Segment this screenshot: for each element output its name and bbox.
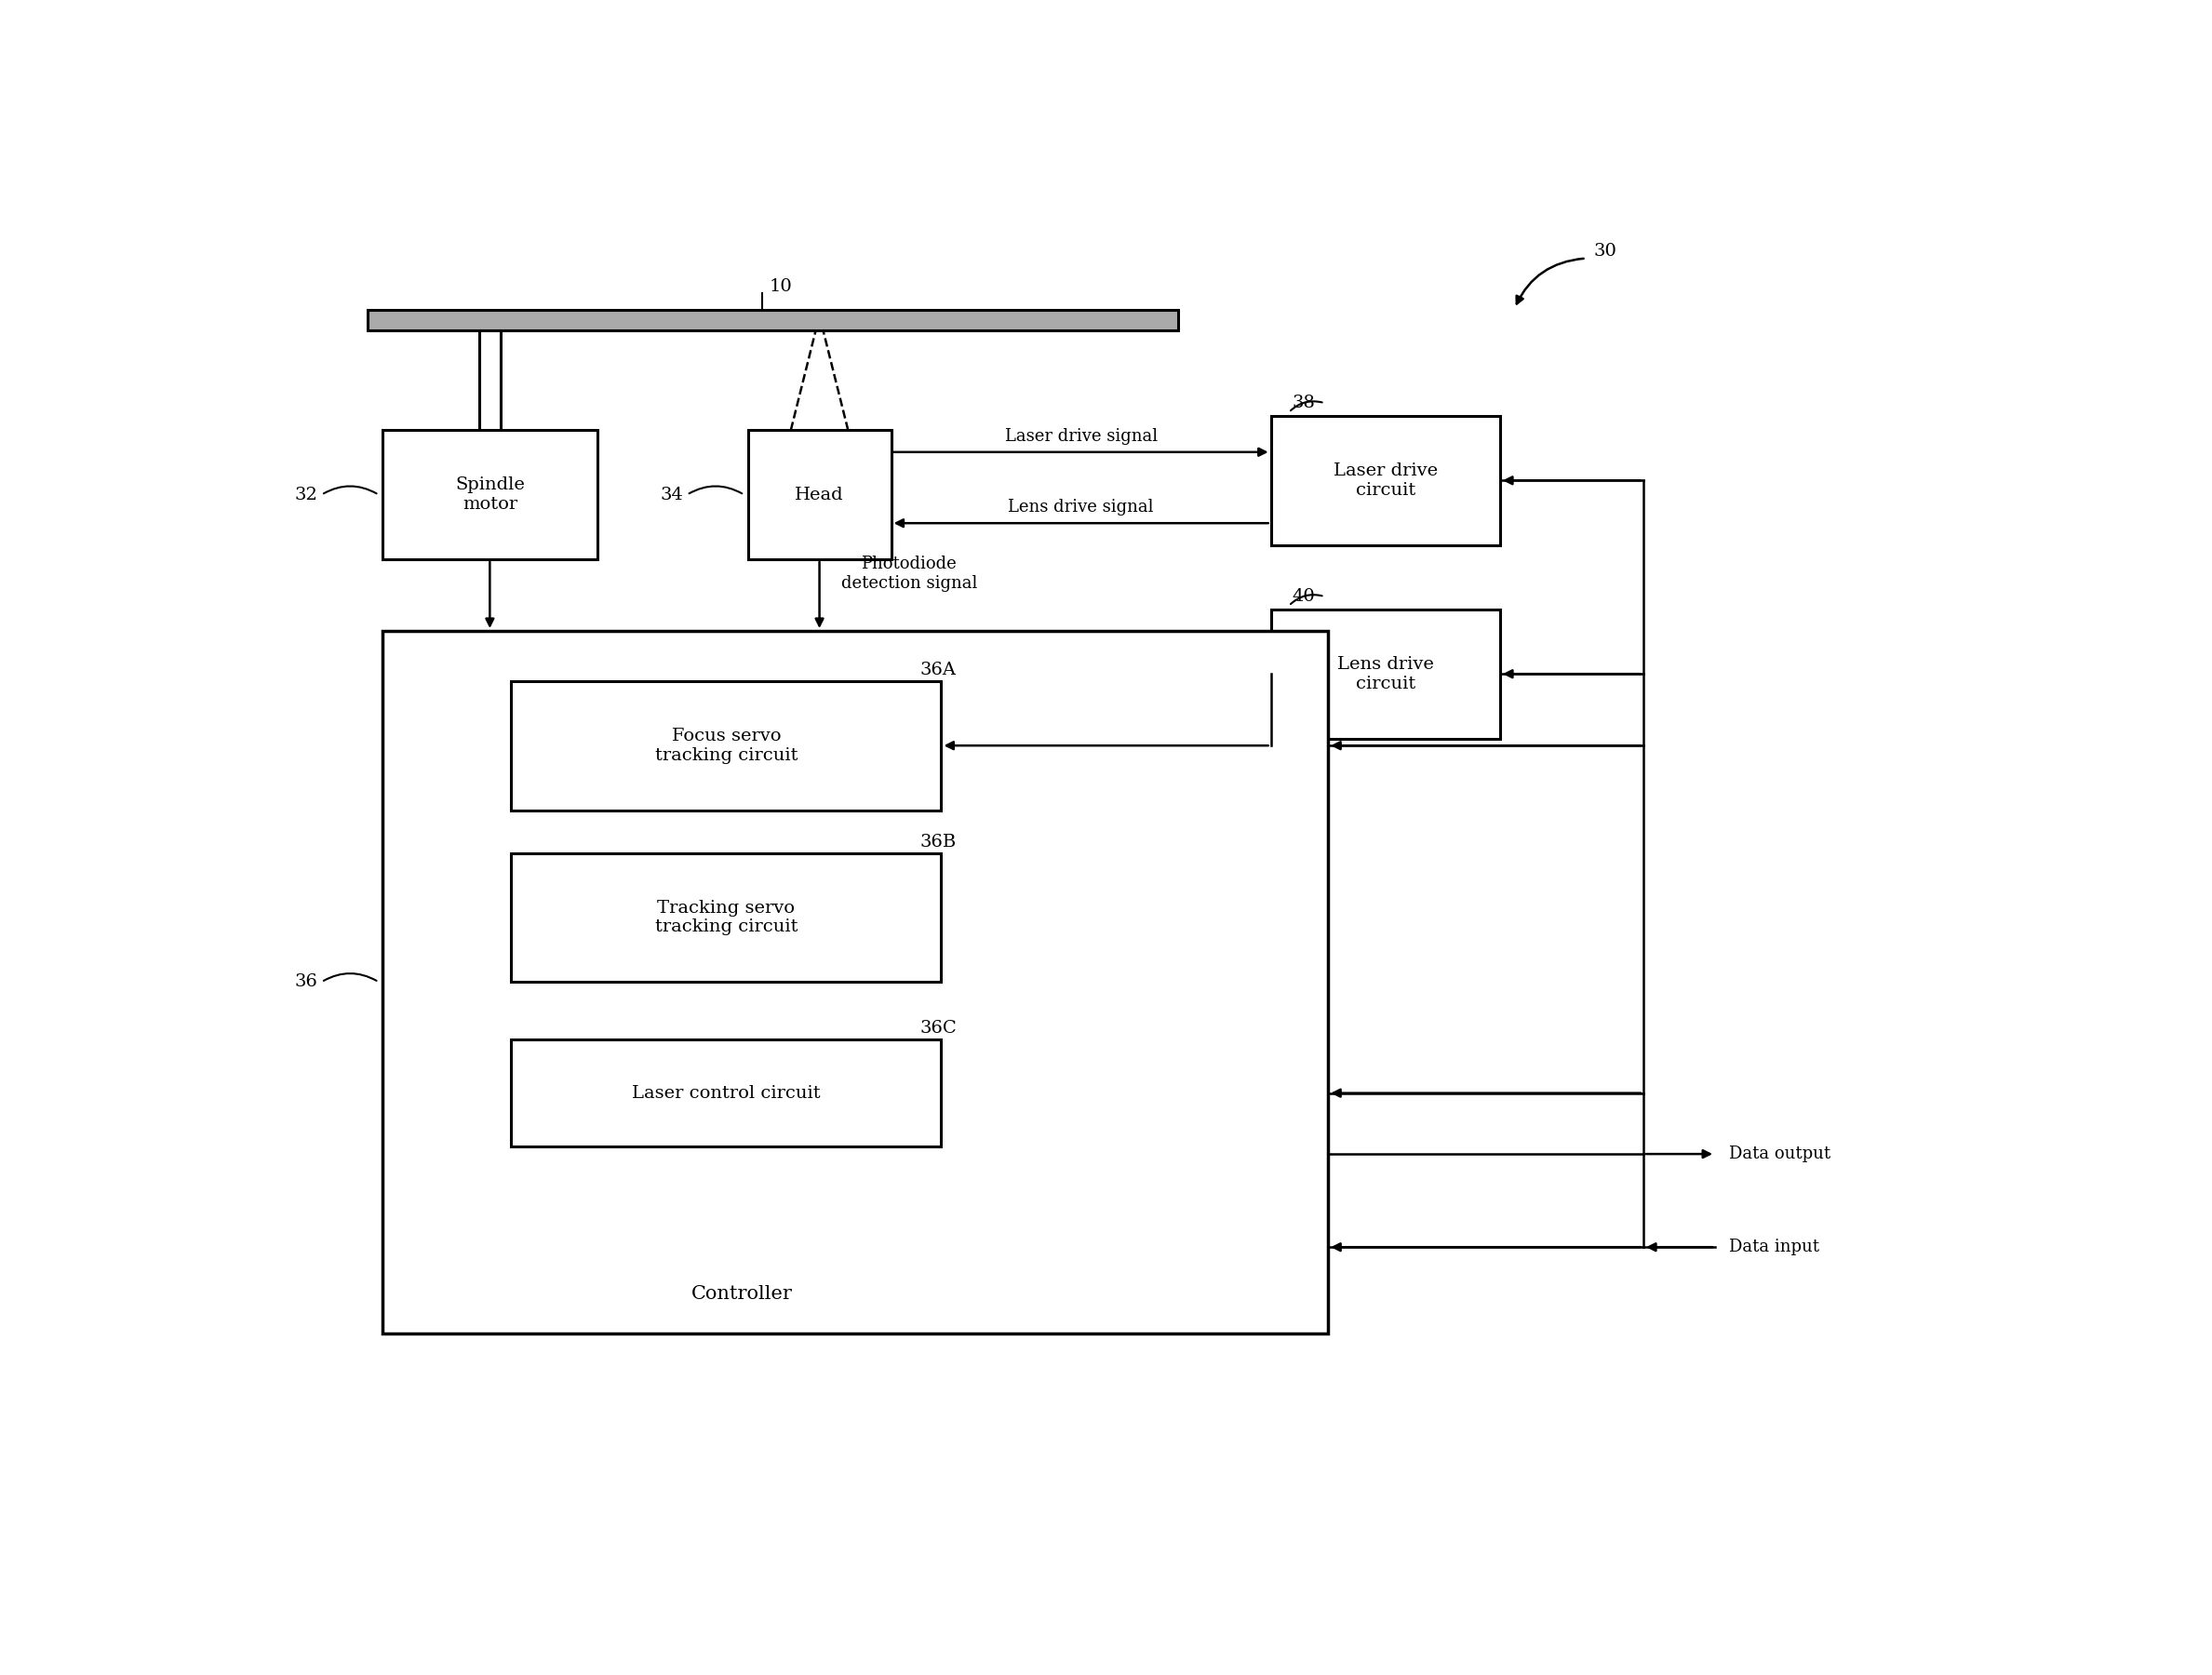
- Text: Focus servo
tracking circuit: Focus servo tracking circuit: [655, 727, 799, 764]
- Text: 36: 36: [294, 973, 319, 990]
- Text: 36A: 36A: [920, 662, 956, 678]
- Text: Lens drive signal: Lens drive signal: [1009, 499, 1155, 516]
- Text: 36C: 36C: [920, 1020, 958, 1037]
- Text: 10: 10: [770, 278, 792, 295]
- Text: Laser drive signal: Laser drive signal: [1004, 427, 1157, 444]
- Text: Laser drive
circuit: Laser drive circuit: [1334, 462, 1438, 499]
- Text: Controller: Controller: [690, 1285, 792, 1303]
- Text: 34: 34: [659, 486, 684, 502]
- Text: Data output: Data output: [1730, 1146, 1832, 1162]
- Bar: [748, 430, 891, 559]
- Text: 32: 32: [294, 486, 319, 502]
- Text: 36B: 36B: [920, 834, 956, 851]
- Text: 30: 30: [1593, 243, 1617, 260]
- Bar: [511, 682, 942, 811]
- Text: 38: 38: [1292, 395, 1316, 412]
- Text: 40: 40: [1292, 588, 1316, 605]
- Text: Lens drive
circuit: Lens drive circuit: [1338, 657, 1433, 692]
- Text: Spindle
motor: Spindle motor: [456, 477, 524, 513]
- Text: Head: Head: [794, 486, 845, 502]
- Bar: [383, 430, 597, 559]
- Bar: [1272, 415, 1500, 544]
- Text: Photodiode
detection signal: Photodiode detection signal: [841, 556, 978, 591]
- Bar: [511, 853, 942, 982]
- Text: Laser control circuit: Laser control circuit: [633, 1085, 821, 1102]
- Bar: [1272, 610, 1500, 739]
- Bar: [367, 310, 1177, 330]
- Bar: [383, 631, 1327, 1333]
- Bar: [511, 1038, 942, 1147]
- Text: Tracking servo
tracking circuit: Tracking servo tracking circuit: [655, 899, 799, 936]
- Text: Data input: Data input: [1730, 1240, 1820, 1256]
